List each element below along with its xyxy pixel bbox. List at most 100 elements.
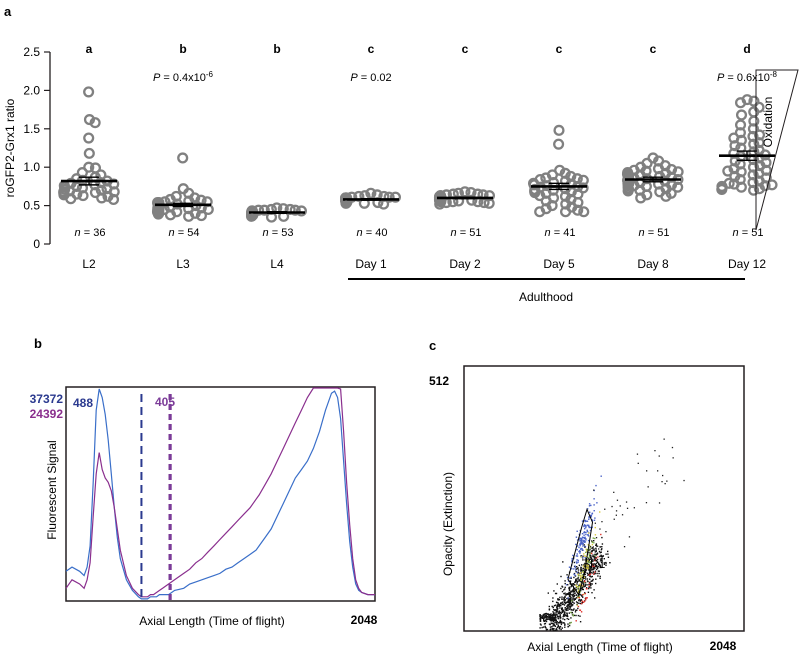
c-event (558, 605, 560, 607)
c-event (609, 562, 611, 564)
c-event (583, 576, 586, 579)
c-event (568, 566, 571, 568)
a-group-day-5: c n = 41 (527, 42, 590, 239)
c-event (591, 575, 593, 578)
c-event (587, 539, 590, 542)
c-event (569, 577, 571, 579)
c-event (555, 619, 557, 622)
c-event (591, 580, 594, 582)
c-event (587, 524, 590, 526)
a-data-point (65, 193, 77, 205)
c-event (599, 577, 601, 579)
c-event (589, 514, 592, 517)
b-y-label: Fluorescent Signal (45, 440, 59, 539)
c-event (637, 462, 639, 464)
c-event (539, 614, 541, 616)
c-event (589, 575, 591, 578)
c-event (581, 564, 583, 566)
c-event (586, 529, 588, 531)
channel-label-488: 488 (73, 396, 93, 410)
c-event (551, 622, 553, 625)
c-event (591, 560, 593, 562)
c-event (595, 543, 598, 545)
c-event (556, 623, 558, 625)
c-event (578, 599, 580, 602)
c-event (625, 501, 628, 503)
c-event (554, 592, 557, 595)
c-event (588, 566, 590, 568)
c-event (587, 564, 589, 567)
c-event (555, 601, 558, 603)
c-event (557, 624, 559, 626)
c-event (572, 593, 575, 596)
c-event (569, 580, 572, 582)
c-event (583, 581, 586, 584)
c-event (539, 627, 541, 629)
c-event (566, 617, 568, 620)
c-event (593, 563, 595, 565)
c-event (589, 552, 591, 554)
c-event (545, 613, 547, 615)
c-event (569, 597, 571, 599)
c-event (559, 620, 562, 623)
c-event (566, 608, 568, 610)
a-data-point (284, 203, 296, 215)
c-event (584, 562, 586, 564)
c-event (583, 534, 585, 536)
c-event (564, 609, 566, 611)
c-event (555, 622, 558, 624)
c-event (579, 540, 581, 542)
c-event (555, 592, 558, 595)
c-event (579, 584, 582, 586)
c-event (584, 571, 587, 573)
c-event (580, 579, 582, 581)
c-event (578, 602, 580, 604)
c-event (605, 531, 607, 533)
c-event (586, 563, 588, 565)
c-event (553, 613, 555, 615)
c-event (594, 517, 596, 519)
c-event (613, 518, 615, 520)
c-event (552, 625, 554, 627)
c-event (564, 618, 566, 621)
c-event (597, 556, 599, 558)
c-event (545, 627, 547, 629)
c-x-label: Axial Length (Time of flight) (527, 640, 673, 654)
c-event (549, 623, 551, 626)
c-event (573, 608, 575, 610)
c-event (553, 623, 555, 625)
c-event (568, 594, 571, 597)
c-event (576, 553, 578, 555)
c-event (582, 545, 584, 547)
c-event (599, 575, 601, 578)
a-sig-letter: c (462, 42, 469, 56)
c-event (573, 594, 576, 597)
c-event (559, 625, 562, 628)
c-event (585, 555, 587, 557)
c-event (575, 620, 577, 622)
c-event (590, 550, 592, 552)
c-event (588, 582, 591, 584)
c-event (588, 505, 591, 507)
c-event (598, 572, 600, 575)
c-event (575, 578, 577, 580)
c-event (580, 539, 583, 541)
c-event (597, 561, 599, 563)
c-event (571, 600, 573, 602)
c-event (552, 629, 554, 631)
panel-c: R1 512 Opacity (Extinction) Axial Length… (429, 365, 745, 654)
c-event (595, 557, 597, 560)
c-event (589, 583, 592, 586)
a-y-tick-label: 0 (33, 237, 40, 251)
b-ymax-label-488: 37372 (30, 392, 64, 406)
c-event (563, 603, 565, 605)
b-xmax-label: 2048 (351, 613, 378, 627)
a-data-point (672, 181, 684, 193)
c-event (646, 470, 648, 472)
c-event (569, 602, 571, 604)
c-event (594, 534, 597, 536)
c-event (584, 584, 587, 586)
c-event (588, 552, 590, 554)
c-event (589, 547, 591, 549)
c-event (588, 565, 590, 567)
